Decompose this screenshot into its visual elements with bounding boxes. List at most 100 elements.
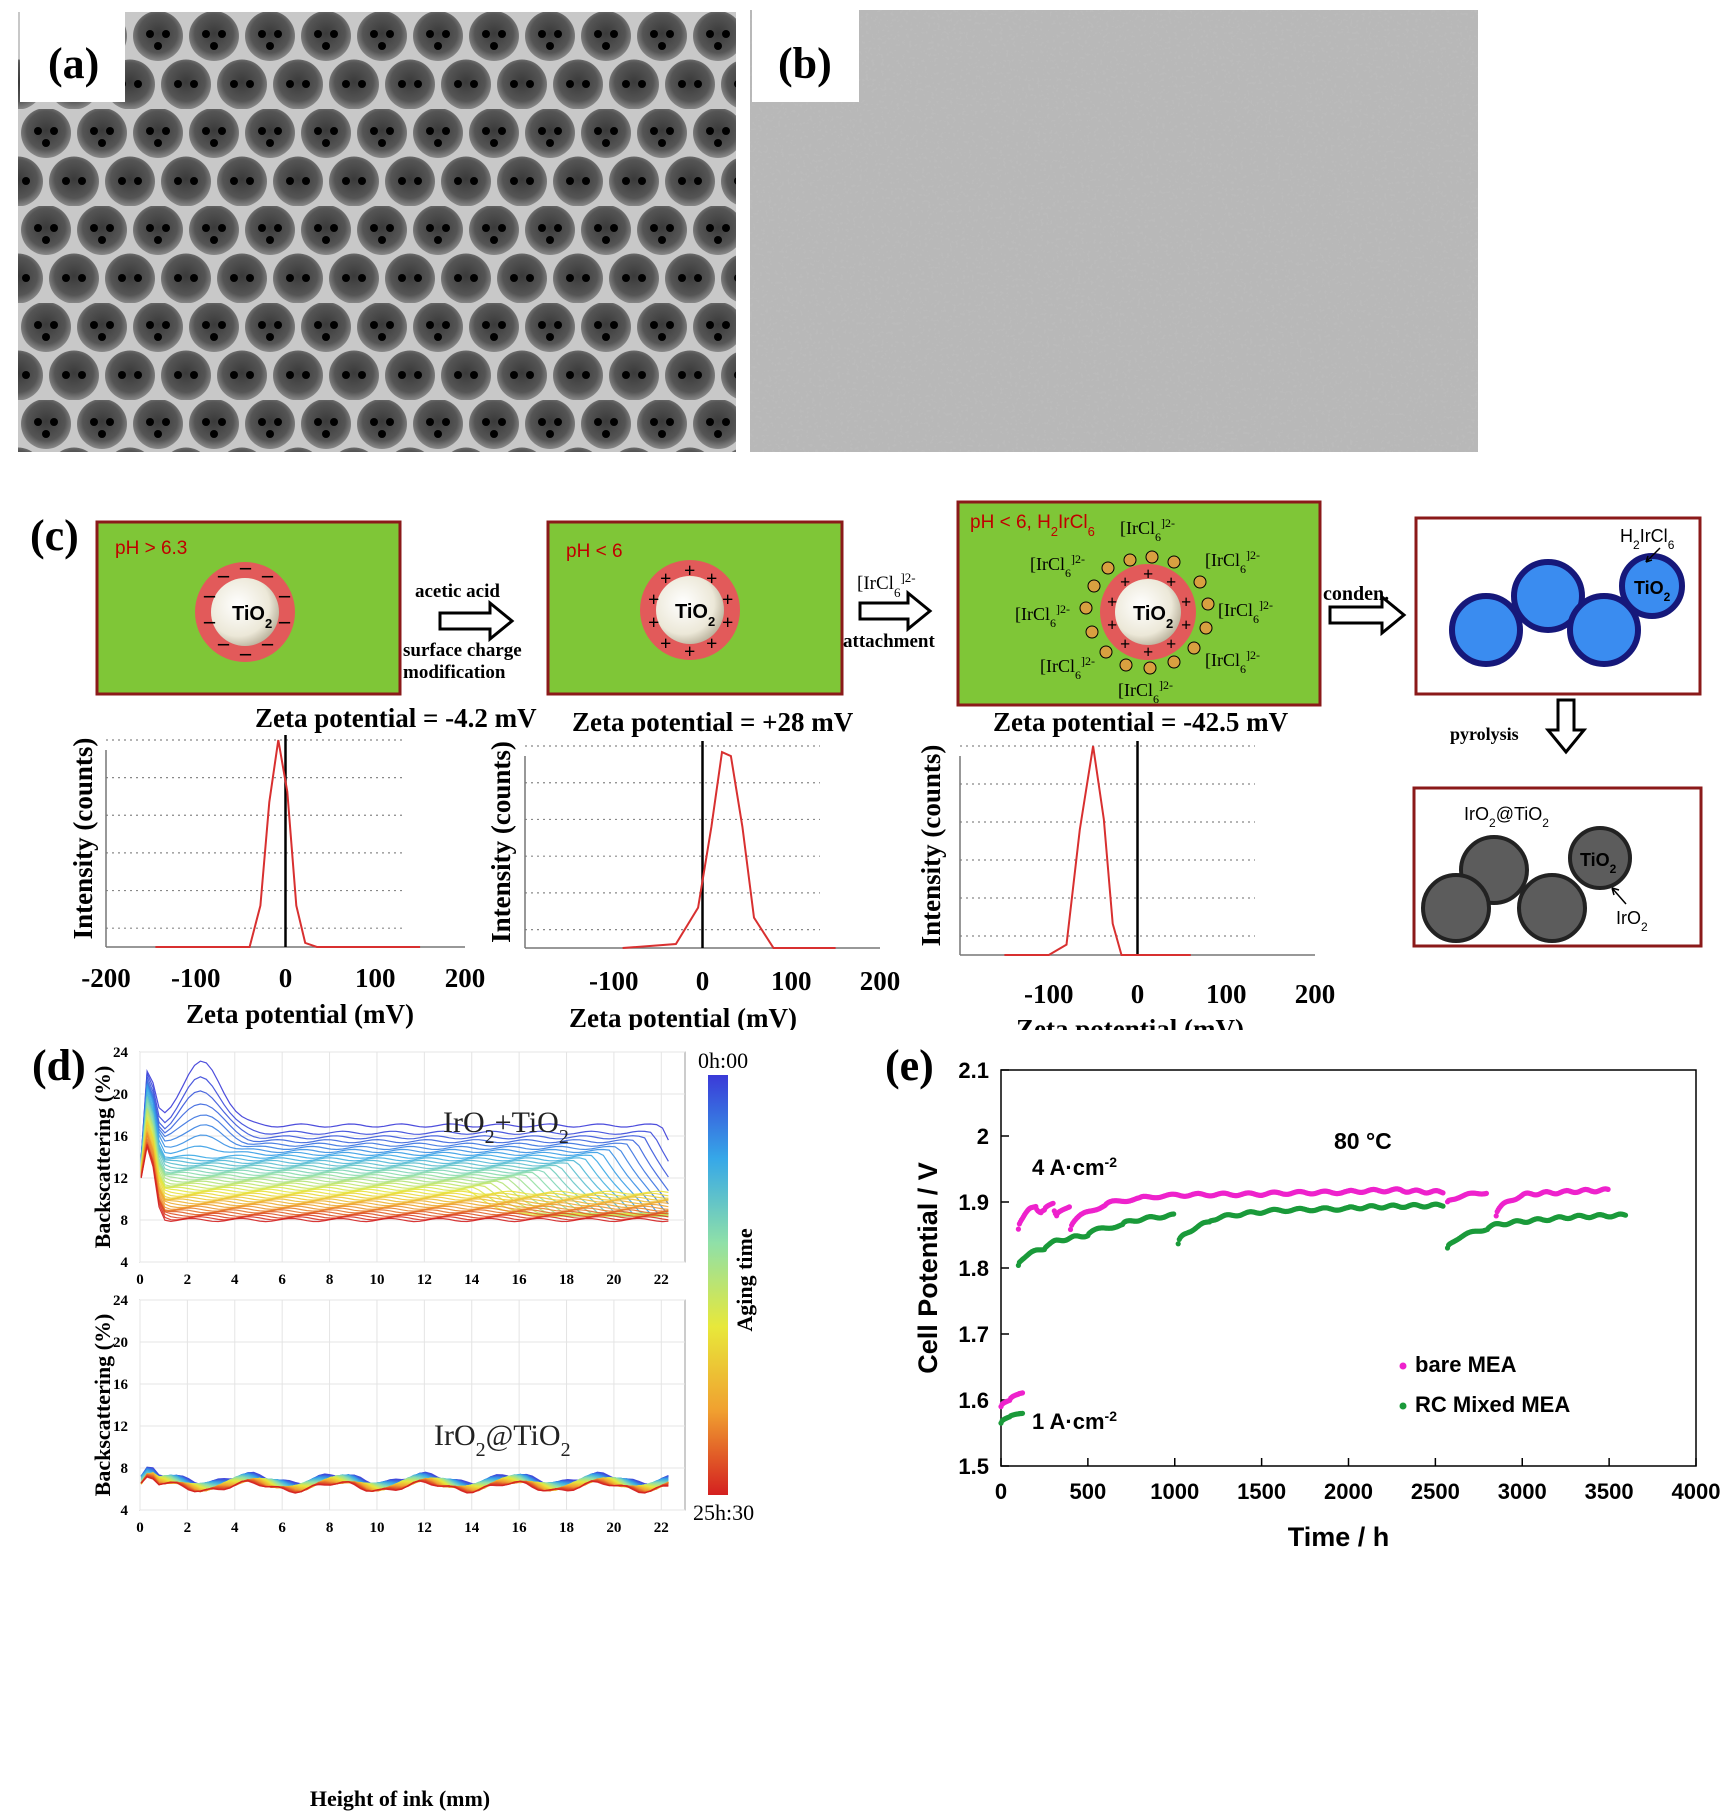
series-point [1067,1226,1074,1233]
backscatter-x-tick-label: 8 [326,1520,334,1536]
arrow2-top-label: [IrCl6]2- [857,570,916,600]
backscatter-curve [140,1084,669,1217]
zeta-distribution-line [622,750,836,949]
backscatter-curve [140,1091,669,1217]
backscatter-x-tick-label: 6 [278,1520,286,1536]
scheme-arrow-4: pyrolysis [1450,698,1588,755]
svg-text:+: + [648,612,659,634]
series-point [1605,1186,1611,1192]
backscatter-x-tick-label: 8 [326,1272,334,1288]
backscatter-curve [140,1143,669,1218]
y-axis-label: Cell Potential / V [913,1162,943,1374]
svg-text:+: + [684,560,695,582]
scheme-box-2: pH < 6 TiO2 ++ + + ++ ++ ++ [546,520,844,696]
svg-text:–: – [278,582,291,607]
svg-text:+: + [1166,572,1176,592]
backscatter-y-axis-label: Backscattering (%) [90,1066,115,1249]
y-tick-label: 1.8 [958,1256,989,1281]
backscatter-curve [140,1124,669,1201]
backscatter-curve [140,1076,669,1178]
tio2-label-4: TiO2 [1634,578,1671,604]
scheme-arrow-2: [IrCl6]2- attachment [843,570,935,653]
backscatter-curve [140,1095,669,1217]
aging-time-colorbar [708,1075,728,1495]
legend-label: bare MEA [1415,1352,1517,1377]
backscatter-curve [140,1138,669,1214]
svg-text:–: – [203,608,216,633]
backscatter-x-tick-label: 16 [512,1272,528,1288]
backscatter-y-tick-label: 16 [113,1377,129,1393]
zeta-x-tick-label: 100 [1206,979,1247,1009]
backscatter-x-tick-label: 14 [464,1272,480,1288]
scheme-box-1: pH > 6.3 TiO2 –– – – –– –– –– [95,520,402,696]
backscatter-x-axis-label: Height of ink (mm) [310,1786,490,1811]
backscatter-curve [140,1476,669,1494]
backscatter-y-tick-label: 4 [121,1503,129,1519]
svg-text:–: – [203,582,216,607]
backscatter-x-tick-label: 18 [559,1520,574,1536]
x-tick-label: 500 [1070,1479,1107,1504]
zeta-x-tick-label: -200 [81,963,131,993]
zeta-x-tick-label: 0 [696,966,710,996]
arrow1-bottom-label-1: surface charge [403,640,522,661]
backscatter-curve [140,1072,669,1162]
series-point [1483,1190,1489,1196]
arrow4-label: pyrolysis [1450,724,1519,744]
svg-text:+: + [1143,642,1153,662]
backscatter-y-tick-label: 16 [113,1129,129,1145]
zeta-x-tick-label: -100 [1024,979,1074,1009]
svg-text:[IrCl6]2-: [IrCl6]2- [1205,548,1260,576]
zeta-chart-1: Zeta potential = -4.2 mV -200 -100 0 100 200 Z… [68,703,537,1029]
svg-text:+: + [1166,634,1176,654]
backscatter-y-tick-label: 20 [113,1087,128,1103]
zeta-x-tick-label: 200 [1295,979,1336,1009]
series-point [1440,1203,1446,1209]
scheme-box-4: TiO2 H2IrCl6 [1414,516,1702,696]
ph-label-3: pH < 6, H2IrCl6 [970,512,1095,539]
legend-marker [1399,1362,1407,1370]
svg-text:+: + [1107,592,1117,612]
series-point [1019,1410,1026,1416]
backscatter-x-tick-label: 18 [559,1272,574,1288]
zeta-chart-title: Zeta potential = -42.5 mV [993,707,1289,737]
backscatter-curve [140,1132,669,1209]
zeta-y-axis-label: Intensity (counts) [486,741,516,943]
backscatter-curve [140,1119,669,1217]
panel-label-b: (b) [752,10,859,102]
svg-text:–: – [261,630,274,655]
backscatter-x-tick-label: 22 [654,1272,669,1288]
backscatter-x-tick-label: 2 [184,1272,192,1288]
y-tick-label: 1.6 [958,1388,989,1413]
svg-text:–: – [239,640,252,665]
x-tick-label: 4000 [1672,1479,1721,1504]
backscatter-y-axis-label: Backscattering (%) [90,1314,115,1497]
backscatter-curve [140,1085,669,1217]
arrow3-label: conden. [1323,583,1389,605]
series-point [1622,1212,1629,1218]
svg-text:+: + [684,641,695,663]
scheme-box-5: TiO2 IrO2@TiO2 IrO2 [1412,786,1703,948]
x-tick-label: 1000 [1150,1479,1199,1504]
arrow1-bottom-label-2: modification [403,662,506,683]
zeta-x-axis-label: Zeta potential (mV) [569,1003,797,1030]
cell-potential-chart: 0 500 1000 1500 2000 2500 3000 3500 4000 1.5 1.6 1.… [913,1058,1721,1552]
series-point [1171,1211,1177,1217]
svg-text:+: + [1120,572,1130,592]
svg-text:[IrCl6]2-: [IrCl6]2- [1120,516,1175,544]
backscatter-x-tick-label: 12 [417,1272,432,1288]
backscatter-curve [140,1079,669,1192]
backscatter-x-tick-label: 10 [369,1272,384,1288]
arrow2-bottom-label: attachment [843,631,935,652]
x-tick-label: 3000 [1498,1479,1547,1504]
backscatter-x-tick-label: 4 [231,1272,239,1288]
zeta-x-tick-label: 200 [860,966,901,996]
svg-text:+: + [1120,634,1130,654]
x-axis-label: Time / h [1288,1522,1390,1552]
backscatter-curve [140,1088,669,1217]
svg-text:+: + [722,589,733,611]
svg-text:–: – [217,630,230,655]
colorbar-bottom-label: 25h:30 [693,1500,754,1525]
zeta-x-tick-label: -100 [589,966,639,996]
colorbar-top-label: 0h:00 [698,1048,748,1073]
svg-text:[IrCl6]2-: [IrCl6]2- [1205,648,1260,676]
